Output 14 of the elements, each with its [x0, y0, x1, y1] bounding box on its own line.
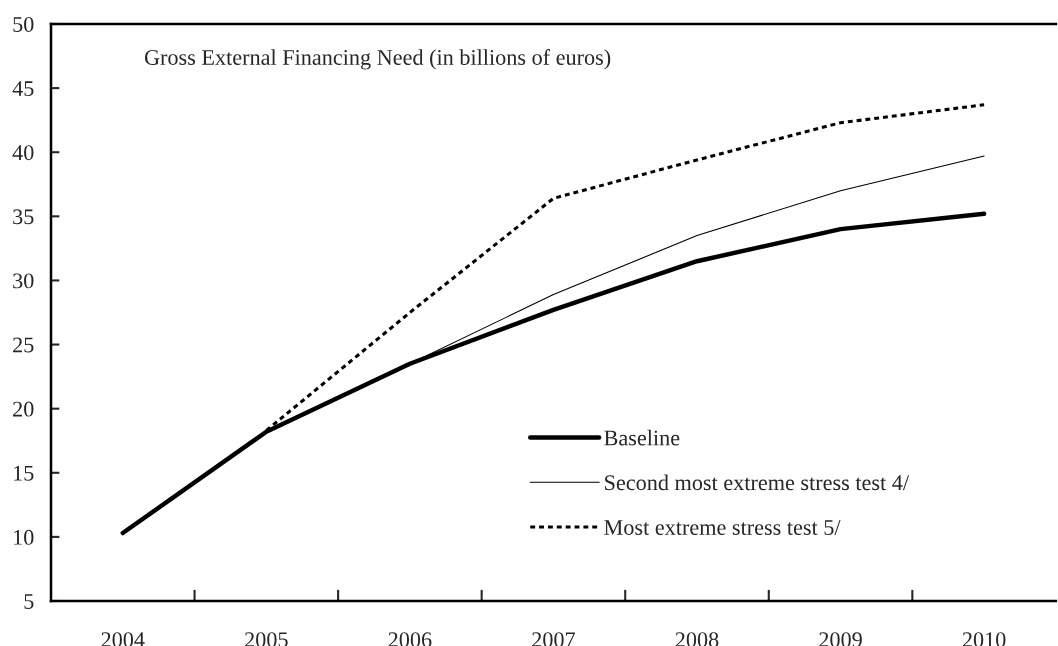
legend-label: Second most extreme stress test 4/ [605, 474, 910, 491]
y-tick-label: 35 [13, 209, 34, 225]
y-tick-label: 30 [13, 273, 34, 289]
legend-label: Most extreme stress test 5/ [604, 520, 841, 535]
y-tick-label: 45 [12, 81, 34, 97]
text: Gross External Financing Need (in billions of euros) [144, 49, 611, 70]
y-tick-label: 5 [24, 594, 34, 609]
y-tick-label: 25 [13, 337, 34, 353]
y-tick-label: 20 [13, 401, 34, 417]
y-tick-label: 10 [14, 529, 34, 545]
y-tick-label: 50 [13, 16, 34, 32]
y-tick-label: 40 [12, 145, 34, 161]
legend-label: Baseline [604, 429, 680, 446]
y-tick-label: 15 [14, 465, 34, 481]
